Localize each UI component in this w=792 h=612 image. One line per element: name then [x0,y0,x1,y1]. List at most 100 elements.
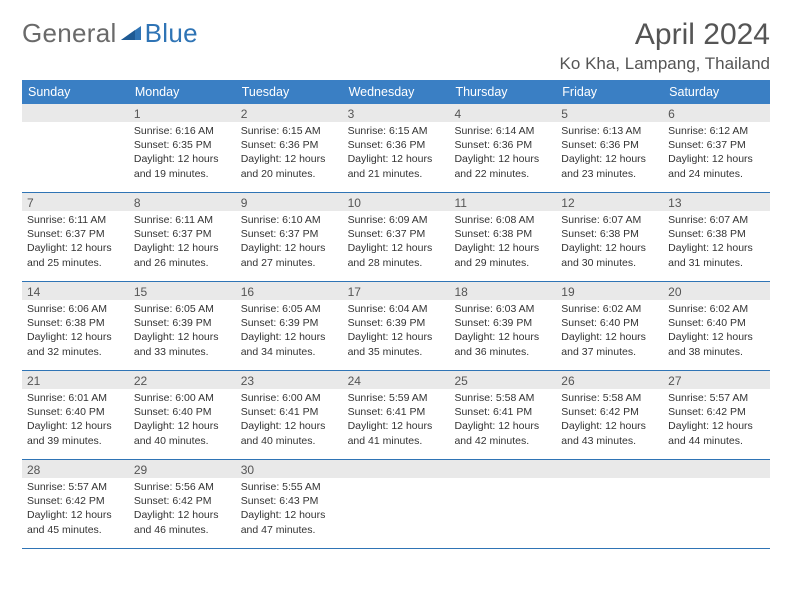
calendar-day-cell: 24Sunrise: 5:59 AMSunset: 6:41 PMDayligh… [343,371,450,459]
daylight-text: Daylight: 12 hours and 43 minutes. [561,419,658,447]
sunrise-text: Sunrise: 6:04 AM [348,302,445,316]
calendar-day-cell: 18Sunrise: 6:03 AMSunset: 6:39 PMDayligh… [449,282,556,370]
day-cell-body: Sunrise: 6:16 AMSunset: 6:35 PMDaylight:… [129,122,236,185]
calendar-day-cell: 23Sunrise: 6:00 AMSunset: 6:41 PMDayligh… [236,371,343,459]
sunrise-text: Sunrise: 6:07 AM [561,213,658,227]
daylight-text: Daylight: 12 hours and 44 minutes. [668,419,765,447]
logo-text-general: General [22,18,117,49]
day-number [22,104,129,122]
calendar-day-cell [449,460,556,548]
day-cell-body: Sunrise: 6:07 AMSunset: 6:38 PMDaylight:… [556,211,663,274]
day-number: 6 [663,104,770,122]
weeks-container: 1Sunrise: 6:16 AMSunset: 6:35 PMDaylight… [22,104,770,549]
weekday-header-cell: Friday [556,80,663,104]
sunrise-text: Sunrise: 6:00 AM [134,391,231,405]
month-title: April 2024 [560,18,770,52]
day-cell-body: Sunrise: 6:15 AMSunset: 6:36 PMDaylight:… [236,122,343,185]
daylight-text: Daylight: 12 hours and 33 minutes. [134,330,231,358]
day-number: 8 [129,193,236,211]
calendar-day-cell: 28Sunrise: 5:57 AMSunset: 6:42 PMDayligh… [22,460,129,548]
day-number: 16 [236,282,343,300]
calendar-week-row: 21Sunrise: 6:01 AMSunset: 6:40 PMDayligh… [22,371,770,460]
calendar-day-cell: 25Sunrise: 5:58 AMSunset: 6:41 PMDayligh… [449,371,556,459]
daylight-text: Daylight: 12 hours and 20 minutes. [241,152,338,180]
sunrise-text: Sunrise: 5:58 AM [561,391,658,405]
day-number: 26 [556,371,663,389]
calendar-day-cell [556,460,663,548]
day-number: 18 [449,282,556,300]
calendar-day-cell: 14Sunrise: 6:06 AMSunset: 6:38 PMDayligh… [22,282,129,370]
day-number: 13 [663,193,770,211]
sunrise-text: Sunrise: 6:11 AM [134,213,231,227]
daylight-text: Daylight: 12 hours and 39 minutes. [27,419,124,447]
daylight-text: Daylight: 12 hours and 32 minutes. [27,330,124,358]
sunrise-text: Sunrise: 6:05 AM [134,302,231,316]
daylight-text: Daylight: 12 hours and 36 minutes. [454,330,551,358]
sunrise-text: Sunrise: 6:00 AM [241,391,338,405]
sunset-text: Sunset: 6:36 PM [241,138,338,152]
day-cell-body: Sunrise: 5:57 AMSunset: 6:42 PMDaylight:… [663,389,770,452]
location-text: Ko Kha, Lampang, Thailand [560,54,770,74]
sunrise-text: Sunrise: 6:11 AM [27,213,124,227]
day-cell-body: Sunrise: 6:05 AMSunset: 6:39 PMDaylight:… [236,300,343,363]
day-number: 24 [343,371,450,389]
day-cell-body: Sunrise: 6:00 AMSunset: 6:40 PMDaylight:… [129,389,236,452]
day-cell-body: Sunrise: 6:03 AMSunset: 6:39 PMDaylight:… [449,300,556,363]
sunrise-text: Sunrise: 6:16 AM [134,124,231,138]
day-number: 5 [556,104,663,122]
daylight-text: Daylight: 12 hours and 40 minutes. [134,419,231,447]
sunset-text: Sunset: 6:39 PM [241,316,338,330]
sunrise-text: Sunrise: 6:13 AM [561,124,658,138]
weekday-header-cell: Saturday [663,80,770,104]
calendar-day-cell [343,460,450,548]
calendar-day-cell: 2Sunrise: 6:15 AMSunset: 6:36 PMDaylight… [236,104,343,192]
day-number: 11 [449,193,556,211]
sunset-text: Sunset: 6:38 PM [454,227,551,241]
day-cell-body: Sunrise: 6:02 AMSunset: 6:40 PMDaylight:… [556,300,663,363]
title-block: April 2024 Ko Kha, Lampang, Thailand [560,18,770,74]
calendar-day-cell: 22Sunrise: 6:00 AMSunset: 6:40 PMDayligh… [129,371,236,459]
day-cell-body: Sunrise: 6:13 AMSunset: 6:36 PMDaylight:… [556,122,663,185]
sunrise-text: Sunrise: 6:02 AM [561,302,658,316]
day-number: 25 [449,371,556,389]
calendar-day-cell: 3Sunrise: 6:15 AMSunset: 6:36 PMDaylight… [343,104,450,192]
calendar-day-cell: 5Sunrise: 6:13 AMSunset: 6:36 PMDaylight… [556,104,663,192]
day-cell-body [343,478,450,484]
calendar-day-cell: 1Sunrise: 6:16 AMSunset: 6:35 PMDaylight… [129,104,236,192]
sunrise-text: Sunrise: 6:08 AM [454,213,551,227]
sunset-text: Sunset: 6:36 PM [454,138,551,152]
calendar-day-cell: 27Sunrise: 5:57 AMSunset: 6:42 PMDayligh… [663,371,770,459]
calendar-week-row: 14Sunrise: 6:06 AMSunset: 6:38 PMDayligh… [22,282,770,371]
sunset-text: Sunset: 6:40 PM [561,316,658,330]
sunrise-text: Sunrise: 6:14 AM [454,124,551,138]
day-number: 12 [556,193,663,211]
sunset-text: Sunset: 6:39 PM [134,316,231,330]
sunrise-text: Sunrise: 6:15 AM [348,124,445,138]
sunset-text: Sunset: 6:38 PM [561,227,658,241]
daylight-text: Daylight: 12 hours and 25 minutes. [27,241,124,269]
daylight-text: Daylight: 12 hours and 47 minutes. [241,508,338,536]
weekday-header-cell: Tuesday [236,80,343,104]
day-number: 15 [129,282,236,300]
day-cell-body: Sunrise: 6:02 AMSunset: 6:40 PMDaylight:… [663,300,770,363]
sunset-text: Sunset: 6:38 PM [668,227,765,241]
day-number: 10 [343,193,450,211]
sunset-text: Sunset: 6:40 PM [134,405,231,419]
day-cell-body: Sunrise: 6:12 AMSunset: 6:37 PMDaylight:… [663,122,770,185]
sunrise-text: Sunrise: 6:15 AM [241,124,338,138]
day-number: 23 [236,371,343,389]
day-cell-body [22,122,129,128]
calendar-week-row: 28Sunrise: 5:57 AMSunset: 6:42 PMDayligh… [22,460,770,549]
day-number: 3 [343,104,450,122]
calendar-day-cell: 10Sunrise: 6:09 AMSunset: 6:37 PMDayligh… [343,193,450,281]
sunrise-text: Sunrise: 6:10 AM [241,213,338,227]
day-cell-body: Sunrise: 6:15 AMSunset: 6:36 PMDaylight:… [343,122,450,185]
daylight-text: Daylight: 12 hours and 38 minutes. [668,330,765,358]
sunset-text: Sunset: 6:42 PM [27,494,124,508]
day-cell-body: Sunrise: 6:01 AMSunset: 6:40 PMDaylight:… [22,389,129,452]
sunrise-text: Sunrise: 6:07 AM [668,213,765,227]
daylight-text: Daylight: 12 hours and 37 minutes. [561,330,658,358]
calendar-day-cell: 7Sunrise: 6:11 AMSunset: 6:37 PMDaylight… [22,193,129,281]
sunset-text: Sunset: 6:40 PM [668,316,765,330]
day-cell-body: Sunrise: 6:06 AMSunset: 6:38 PMDaylight:… [22,300,129,363]
